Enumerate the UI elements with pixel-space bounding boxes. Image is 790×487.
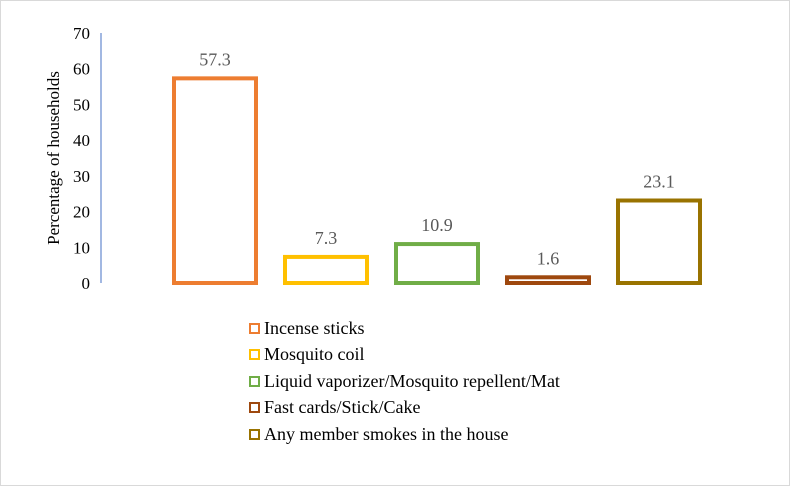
legend-swatch [249,322,260,334]
y-tick-label: 50 [73,95,90,114]
legend-swatch [249,428,260,440]
bar [283,254,369,286]
bar [394,242,480,285]
legend-label: Liquid vaporizer/Mosquito repellent/Mat [264,370,560,391]
bar [172,76,258,285]
data-label: 7.3 [315,228,338,248]
y-axis-ticks: 0 10 20 30 40 50 60 70 [73,24,90,293]
legend-swatch [249,402,260,414]
legend: Incense sticks Mosquito coil Liquid vapori… [249,315,560,448]
legend-label: Fast cards/Stick/Cake [264,397,421,418]
y-tick-label: 40 [73,131,90,150]
y-tick-label: 70 [73,24,90,43]
legend-label: Any member smokes in the house [264,423,509,444]
legend-item: Any member smokes in the house [249,421,560,448]
data-label: 1.6 [537,248,560,268]
data-label: 23.1 [643,172,675,192]
data-label: 10.9 [421,215,453,235]
y-tick-label: 10 [73,238,90,257]
y-tick-label: 0 [82,274,91,293]
legend-item: Liquid vaporizer/Mosquito repellent/Mat [249,368,560,395]
y-tick-label: 30 [73,167,90,186]
bar [505,275,591,285]
legend-label: Incense sticks [264,317,365,338]
bars [172,76,702,286]
legend-item: Fast cards/Stick/Cake [249,395,560,422]
legend-item: Incense sticks [249,315,560,342]
legend-swatch [249,375,260,387]
y-tick-label: 20 [73,203,90,222]
y-tick-label: 60 [73,60,90,79]
legend-swatch [249,349,260,361]
data-labels: 57.3 7.3 10.9 1.6 23.1 [199,49,675,268]
y-axis-title: Percentage of households [44,71,63,245]
data-label: 57.3 [199,49,231,69]
bar [616,198,702,285]
legend-label: Mosquito coil [264,344,365,365]
legend-item: Mosquito coil [249,342,560,369]
